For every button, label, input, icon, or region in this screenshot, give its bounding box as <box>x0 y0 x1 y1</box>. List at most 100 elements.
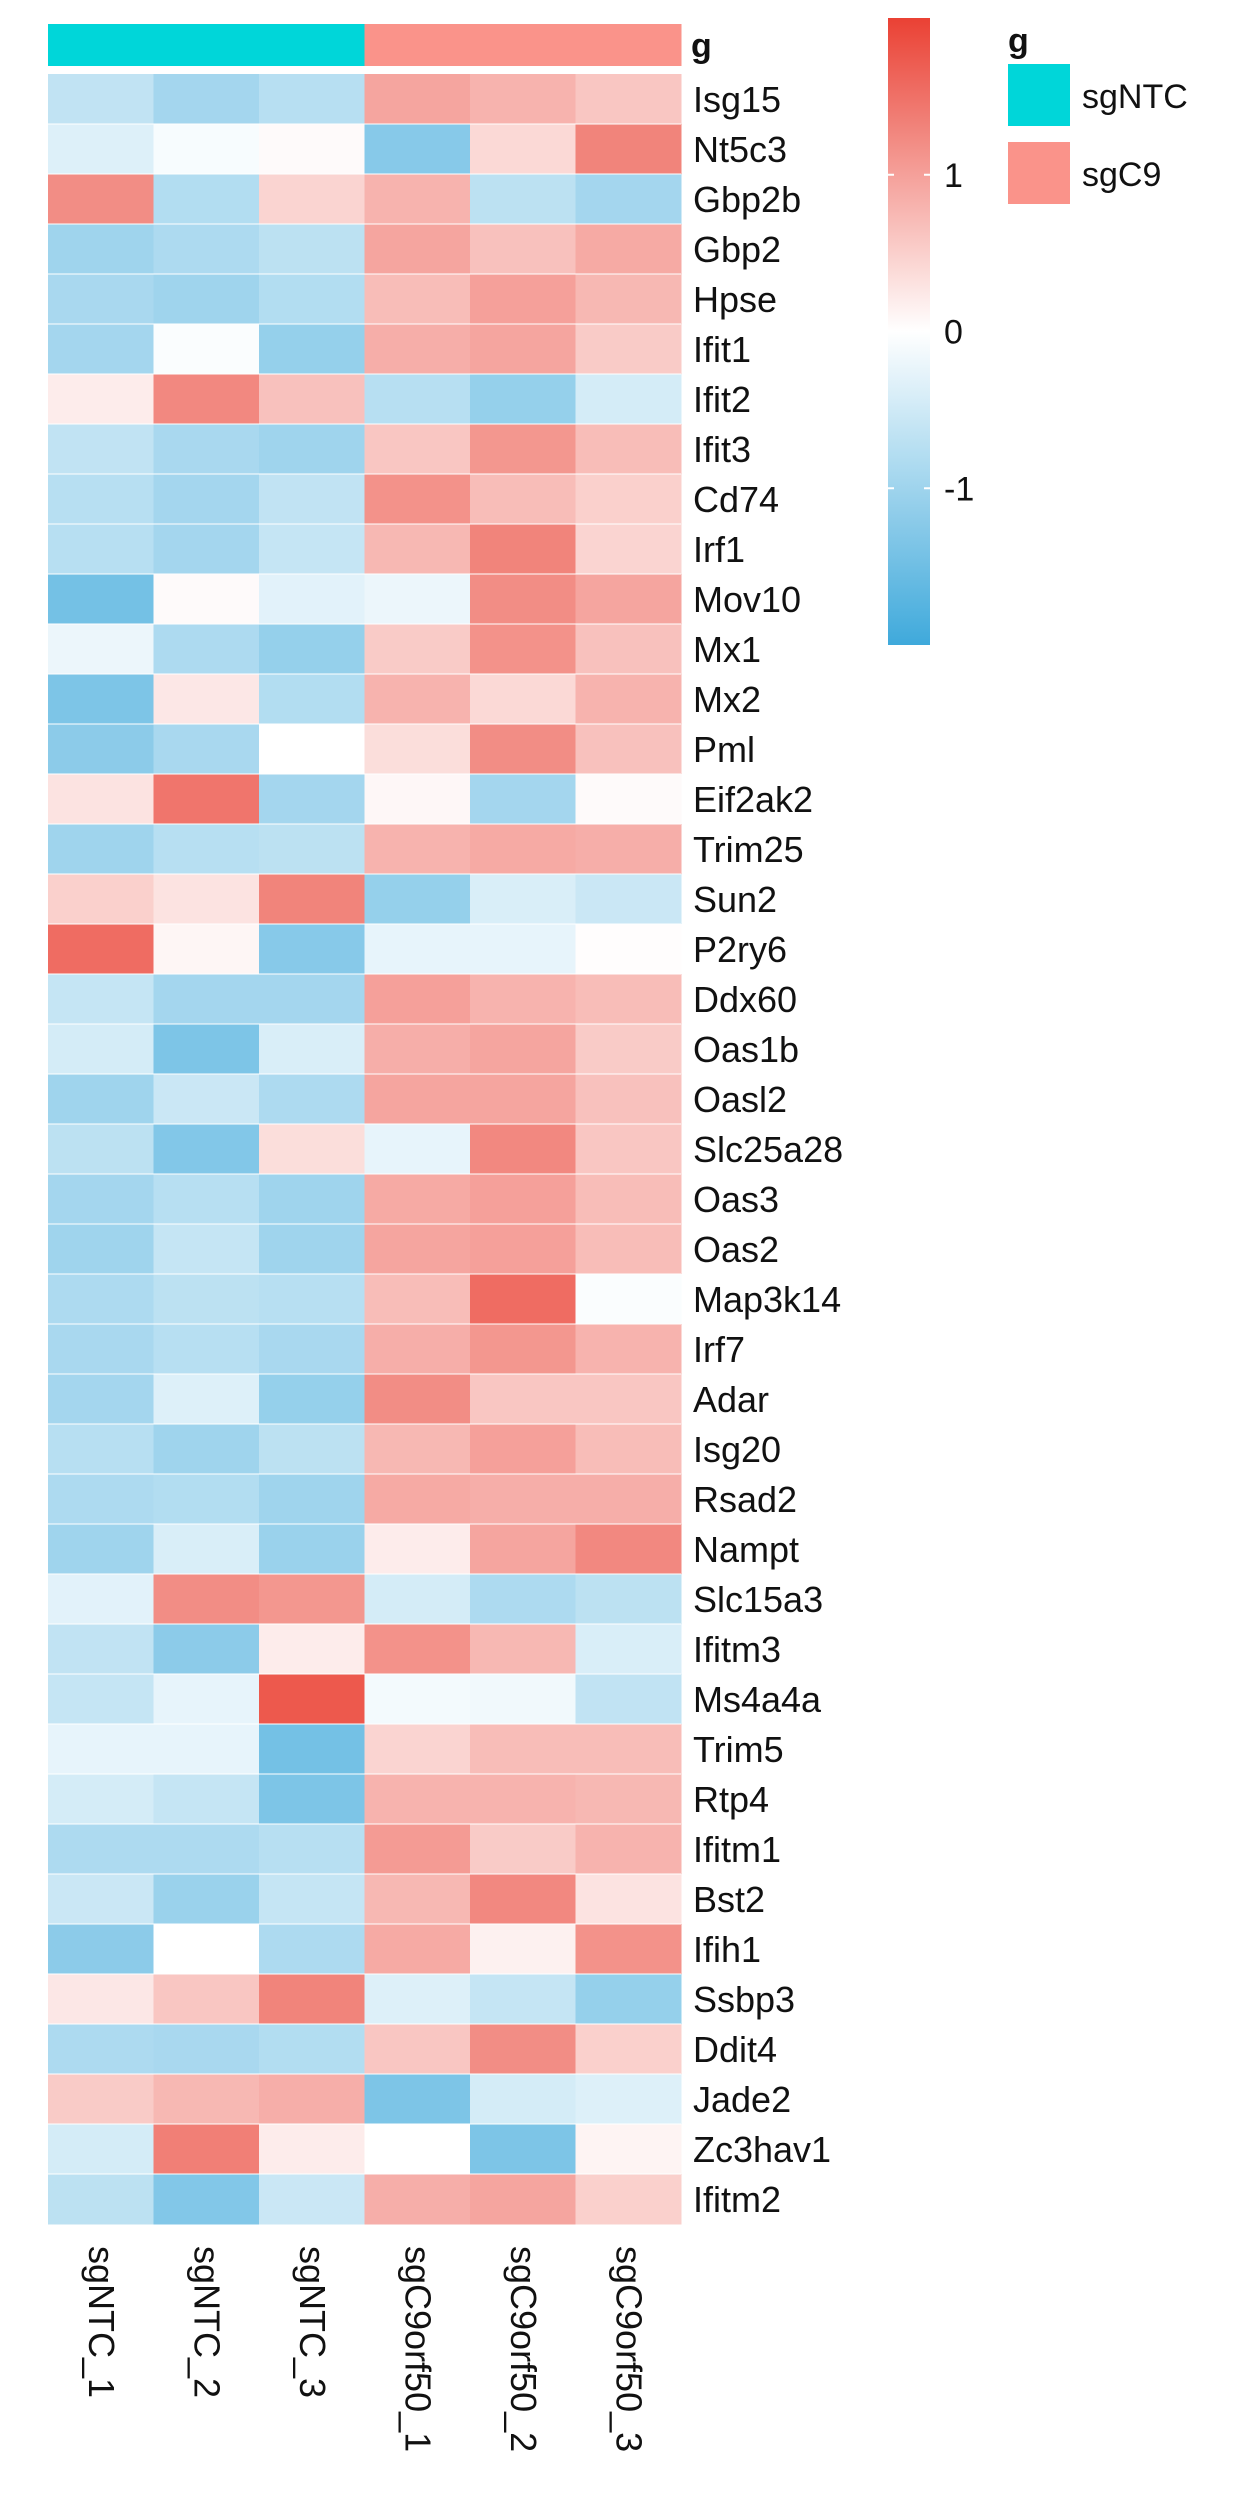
heatmap-cell-Gbp2-sgNTC_1 <box>48 224 154 275</box>
heatmap-cell-Ms4a4a-sgC9orf50_1 <box>364 1674 471 1725</box>
heatmap-cell-Rsad2-sgNTC_3 <box>259 1474 365 1525</box>
heatmap-cell-Trim25-sgC9orf50_1 <box>364 824 471 875</box>
heatmap-cell-Nt5c3-sgC9orf50_1 <box>364 124 471 175</box>
heatmap-cell-Bst2-sgNTC_2 <box>153 1874 260 1925</box>
heatmap-cell-Isg15-sgNTC_2 <box>153 74 260 125</box>
heatmap-cell-Mx1-sgNTC_1 <box>48 624 154 675</box>
row-label-Mx1: Mx1 <box>693 629 761 670</box>
color-scale-tick-label: -1 <box>944 470 974 508</box>
row-label-Pml: Pml <box>693 729 755 770</box>
row-label-Ifitm3: Ifitm3 <box>693 1629 781 1670</box>
heatmap-cell-Mov10-sgNTC_1 <box>48 574 154 625</box>
heatmap-cell-Ms4a4a-sgC9orf50_3 <box>575 1674 682 1725</box>
heatmap-cell-Oas1b-sgC9orf50_1 <box>364 1024 471 1075</box>
heatmap-cell-Slc25a28-sgC9orf50_1 <box>364 1124 471 1175</box>
heatmap-cell-Trim25-sgC9orf50_3 <box>575 824 682 875</box>
heatmap-cell-Map3k14-sgC9orf50_2 <box>470 1274 576 1325</box>
heatmap-cell-Rtp4-sgC9orf50_3 <box>575 1774 682 1825</box>
heatmap-cell-Map3k14-sgNTC_2 <box>153 1274 260 1325</box>
heatmap-cell-Slc15a3-sgC9orf50_3 <box>575 1574 682 1625</box>
column-label-sgNTC_1: sgNTC_1 <box>81 2246 122 2398</box>
heatmap-cell-Gbp2-sgNTC_2 <box>153 224 260 275</box>
heatmap-cell-Ifitm2-sgC9orf50_3 <box>575 2174 682 2225</box>
heatmap-cell-Trim5-sgC9orf50_3 <box>575 1724 682 1775</box>
heatmap-cell-Irf7-sgC9orf50_3 <box>575 1324 682 1375</box>
heatmap-cell-Ms4a4a-sgNTC_2 <box>153 1674 260 1725</box>
heatmap-cell-P2ry6-sgC9orf50_2 <box>470 924 576 975</box>
row-label-Mx2: Mx2 <box>693 679 761 720</box>
heatmap-cell-Oas2-sgNTC_3 <box>259 1224 365 1275</box>
heatmap-cell-Cd74-sgC9orf50_3 <box>575 474 682 525</box>
heatmap-cell-Ssbp3-sgNTC_1 <box>48 1974 154 2025</box>
heatmap-cell-Mov10-sgC9orf50_2 <box>470 574 576 625</box>
heatmap-cell-Ssbp3-sgC9orf50_1 <box>364 1974 471 2025</box>
heatmap-cell-Ms4a4a-sgC9orf50_2 <box>470 1674 576 1725</box>
row-label-Rtp4: Rtp4 <box>693 1779 769 1820</box>
heatmap-cell-Nt5c3-sgNTC_2 <box>153 124 260 175</box>
heatmap-cell-Ifit3-sgC9orf50_1 <box>364 424 471 475</box>
group-legend-title: g <box>1008 22 1029 60</box>
annotation-cell-sgC9orf50_3 <box>575 24 682 66</box>
row-label-Gbp2b: Gbp2b <box>693 179 801 220</box>
heatmap-cell-Zc3hav1-sgC9orf50_3 <box>575 2124 682 2175</box>
heatmap-cell-Nampt-sgC9orf50_1 <box>364 1524 471 1575</box>
heatmap-cell-Slc25a28-sgNTC_1 <box>48 1124 154 1175</box>
heatmap-cell-Oas2-sgC9orf50_2 <box>470 1224 576 1275</box>
heatmap-cell-Ddit4-sgC9orf50_3 <box>575 2024 682 2075</box>
heatmap-cell-Ifitm2-sgC9orf50_2 <box>470 2174 576 2225</box>
heatmap-cell-Isg20-sgC9orf50_3 <box>575 1424 682 1475</box>
heatmap-cell-Adar-sgC9orf50_1 <box>364 1374 471 1425</box>
heatmap-cell-Oasl2-sgC9orf50_2 <box>470 1074 576 1125</box>
heatmap-cell-Rtp4-sgNTC_1 <box>48 1774 154 1825</box>
heatmap-cell-Ifitm3-sgC9orf50_1 <box>364 1624 471 1675</box>
column-label-sgC9orf50_1: sgC9orf50_1 <box>397 2246 438 2452</box>
heatmap-cell-Bst2-sgNTC_1 <box>48 1874 154 1925</box>
heatmap-cell-Trim25-sgC9orf50_2 <box>470 824 576 875</box>
heatmap-cell-Ifitm3-sgNTC_1 <box>48 1624 154 1675</box>
heatmap-cell-Bst2-sgC9orf50_2 <box>470 1874 576 1925</box>
heatmap-cell-P2ry6-sgC9orf50_3 <box>575 924 682 975</box>
heatmap-cell-Irf7-sgNTC_2 <box>153 1324 260 1375</box>
row-label-Isg20: Isg20 <box>693 1429 781 1470</box>
heatmap-cell-Ifih1-sgC9orf50_2 <box>470 1924 576 1975</box>
heatmap-cell-Sun2-sgC9orf50_2 <box>470 874 576 925</box>
heatmap-cell-Slc25a28-sgNTC_2 <box>153 1124 260 1175</box>
heatmap-cell-Oas3-sgNTC_1 <box>48 1174 154 1225</box>
row-label-Eif2ak2: Eif2ak2 <box>693 779 813 820</box>
heatmap-cell-Ddx60-sgC9orf50_3 <box>575 974 682 1025</box>
heatmap-cell-Irf7-sgNTC_3 <box>259 1324 365 1375</box>
heatmap-cell-Zc3hav1-sgNTC_3 <box>259 2124 365 2175</box>
heatmap-cell-Oas3-sgNTC_2 <box>153 1174 260 1225</box>
heatmap-cell-Oas1b-sgC9orf50_2 <box>470 1024 576 1075</box>
heatmap-cell-Mx1-sgC9orf50_3 <box>575 624 682 675</box>
heatmap-cell-Ssbp3-sgC9orf50_2 <box>470 1974 576 2025</box>
heatmap-cell-Jade2-sgNTC_1 <box>48 2074 154 2125</box>
heatmap-cell-Jade2-sgNTC_3 <box>259 2074 365 2125</box>
heatmap-cell-Nt5c3-sgC9orf50_2 <box>470 124 576 175</box>
heatmap-cell-Eif2ak2-sgC9orf50_2 <box>470 774 576 825</box>
heatmap-cell-Isg15-sgNTC_3 <box>259 74 365 125</box>
column-label-sgNTC_3: sgNTC_3 <box>292 2246 333 2398</box>
heatmap-cell-Ms4a4a-sgNTC_3 <box>259 1674 365 1725</box>
heatmap-cell-Oas1b-sgNTC_2 <box>153 1024 260 1075</box>
heatmap-cell-Isg20-sgC9orf50_1 <box>364 1424 471 1475</box>
row-label-Ssbp3: Ssbp3 <box>693 1979 795 2020</box>
heatmap-cell-Isg15-sgC9orf50_2 <box>470 74 576 125</box>
heatmap-cell-Pml-sgC9orf50_1 <box>364 724 471 775</box>
heatmap-cell-Gbp2-sgC9orf50_2 <box>470 224 576 275</box>
heatmap-cell-Slc15a3-sgNTC_1 <box>48 1574 154 1625</box>
heatmap-cell-Ifitm1-sgNTC_3 <box>259 1824 365 1875</box>
heatmap-cell-Nt5c3-sgNTC_3 <box>259 124 365 175</box>
heatmap-cell-Zc3hav1-sgC9orf50_2 <box>470 2124 576 2175</box>
heatmap-cell-Ms4a4a-sgNTC_1 <box>48 1674 154 1725</box>
row-label-Slc15a3: Slc15a3 <box>693 1579 823 1620</box>
heatmap-cell-Eif2ak2-sgNTC_1 <box>48 774 154 825</box>
heatmap-cell-Pml-sgC9orf50_2 <box>470 724 576 775</box>
heatmap-cell-Ifit1-sgNTC_1 <box>48 324 154 375</box>
heatmap-cell-Hpse-sgC9orf50_1 <box>364 274 471 325</box>
heatmap-cell-Oasl2-sgC9orf50_1 <box>364 1074 471 1125</box>
heatmap-cell-Oas2-sgC9orf50_3 <box>575 1224 682 1275</box>
heatmap-cell-Ifitm1-sgNTC_1 <box>48 1824 154 1875</box>
heatmap-cell-Mx2-sgNTC_1 <box>48 674 154 725</box>
heatmap-cell-Mx2-sgC9orf50_3 <box>575 674 682 725</box>
